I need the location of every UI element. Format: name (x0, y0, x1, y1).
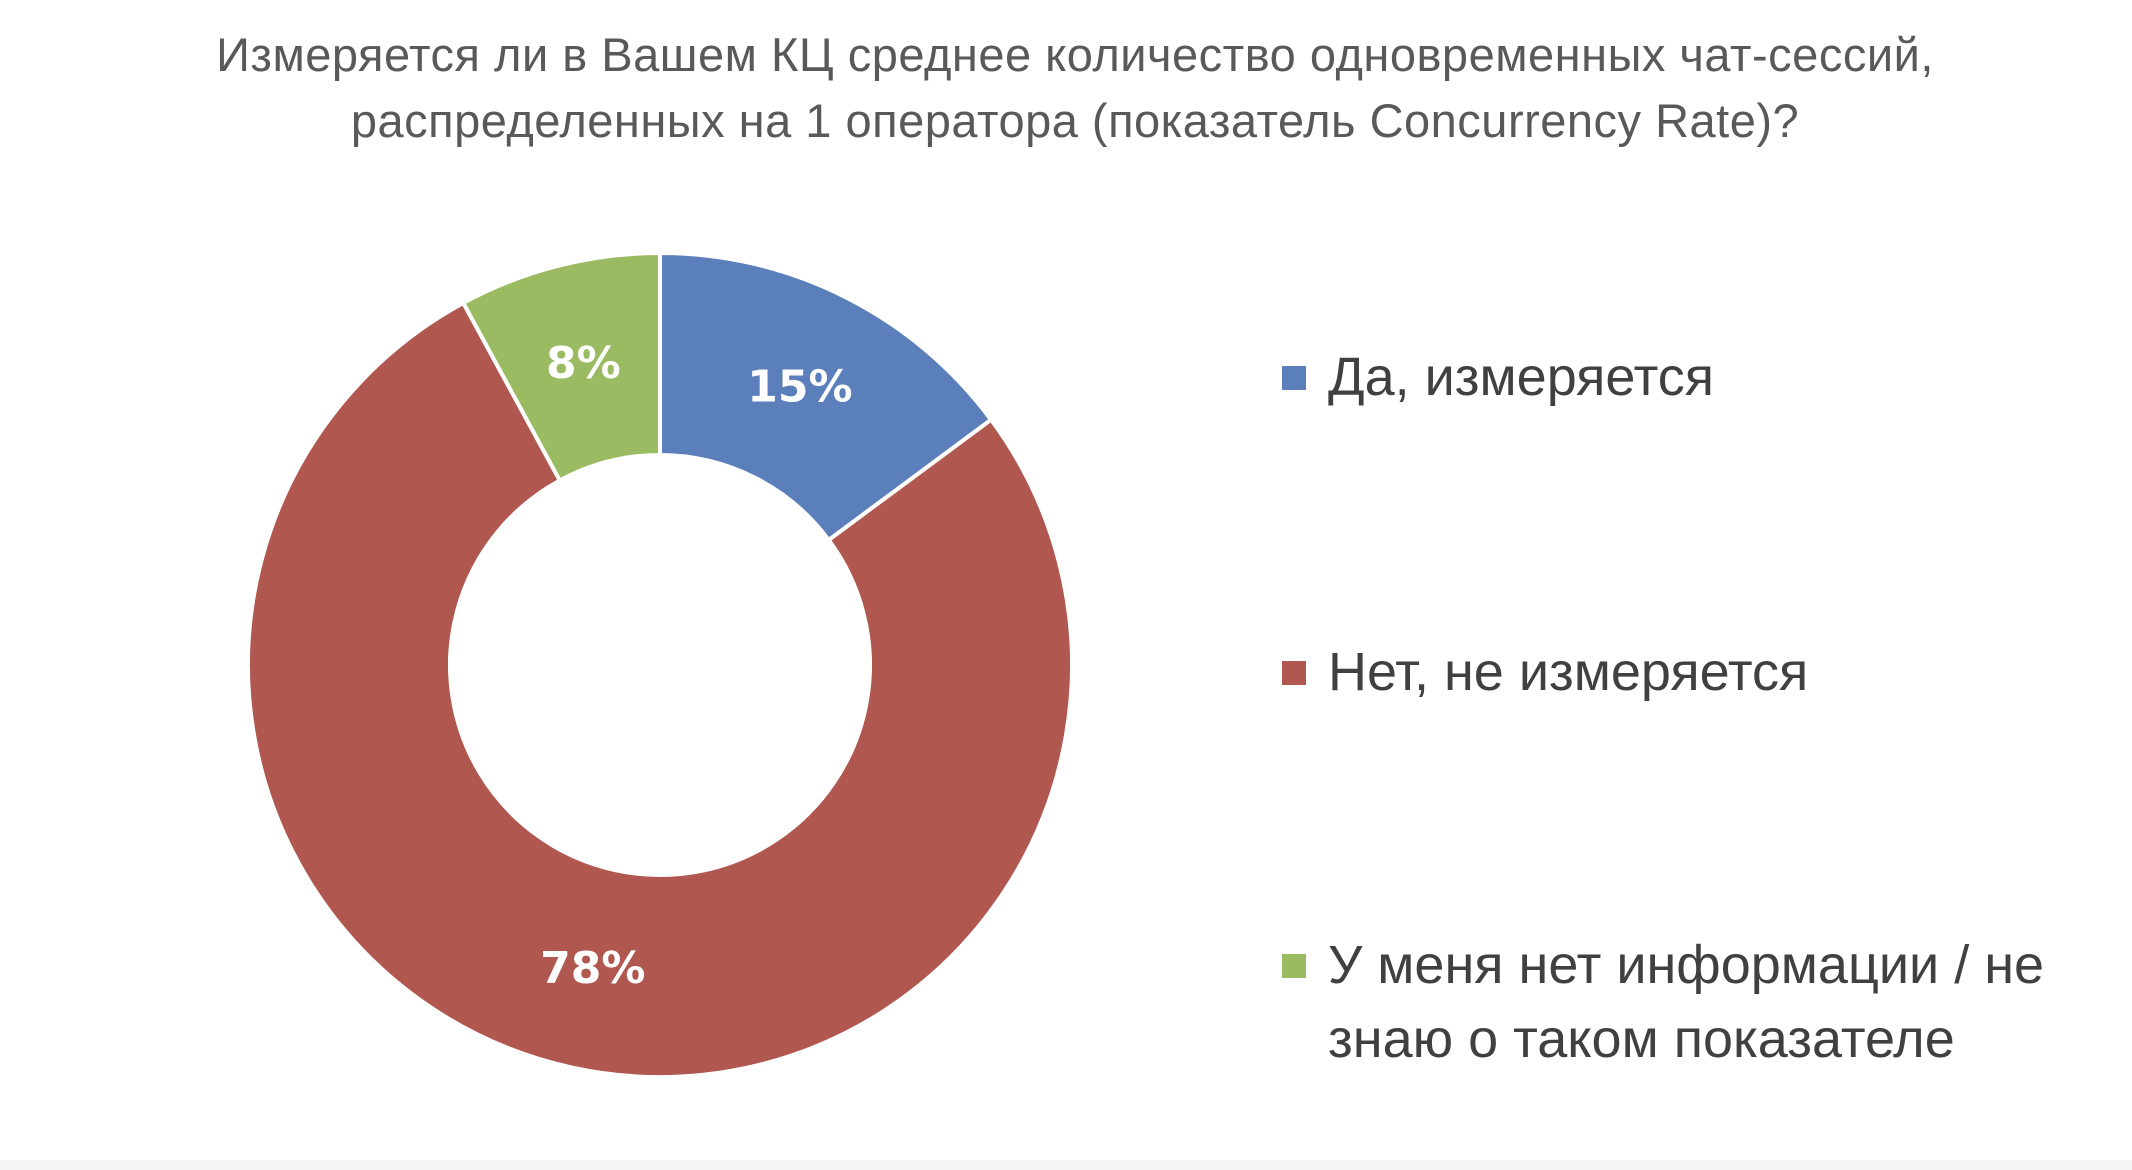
legend-swatch-yes (1282, 366, 1306, 390)
legend-swatch-no (1282, 661, 1306, 685)
bottom-strip (0, 1160, 2132, 1170)
legend-item-no: Нет, не измеряется (1282, 635, 2102, 709)
legend-label-yes: Да, измеряется (1328, 347, 1714, 407)
data-label-unknown: 8% (546, 338, 621, 389)
chart-legend: Да, измеряется Нет, не измеряется У меня… (1282, 0, 2102, 1170)
chart-title: Измеряется ли в Вашем КЦ среднее количес… (216, 28, 1934, 147)
data-label-yes: 15% (747, 362, 852, 413)
donut-slice-unknown (460, 250, 662, 484)
legend-label-no: Нет, не измеряется (1328, 642, 1809, 702)
data-label-no: 78% (540, 943, 645, 994)
legend-item-unknown: У меня нет информации / не знаю о таком … (1282, 928, 2102, 1076)
legend-label-unknown: У меня нет информации / не знаю о таком … (1328, 935, 2045, 1069)
legend-swatch-unknown (1282, 954, 1306, 978)
legend-item-yes: Да, измеряется (1282, 340, 2102, 414)
donut-slice-no (246, 300, 1074, 1079)
donut-slice-yes (658, 250, 994, 543)
